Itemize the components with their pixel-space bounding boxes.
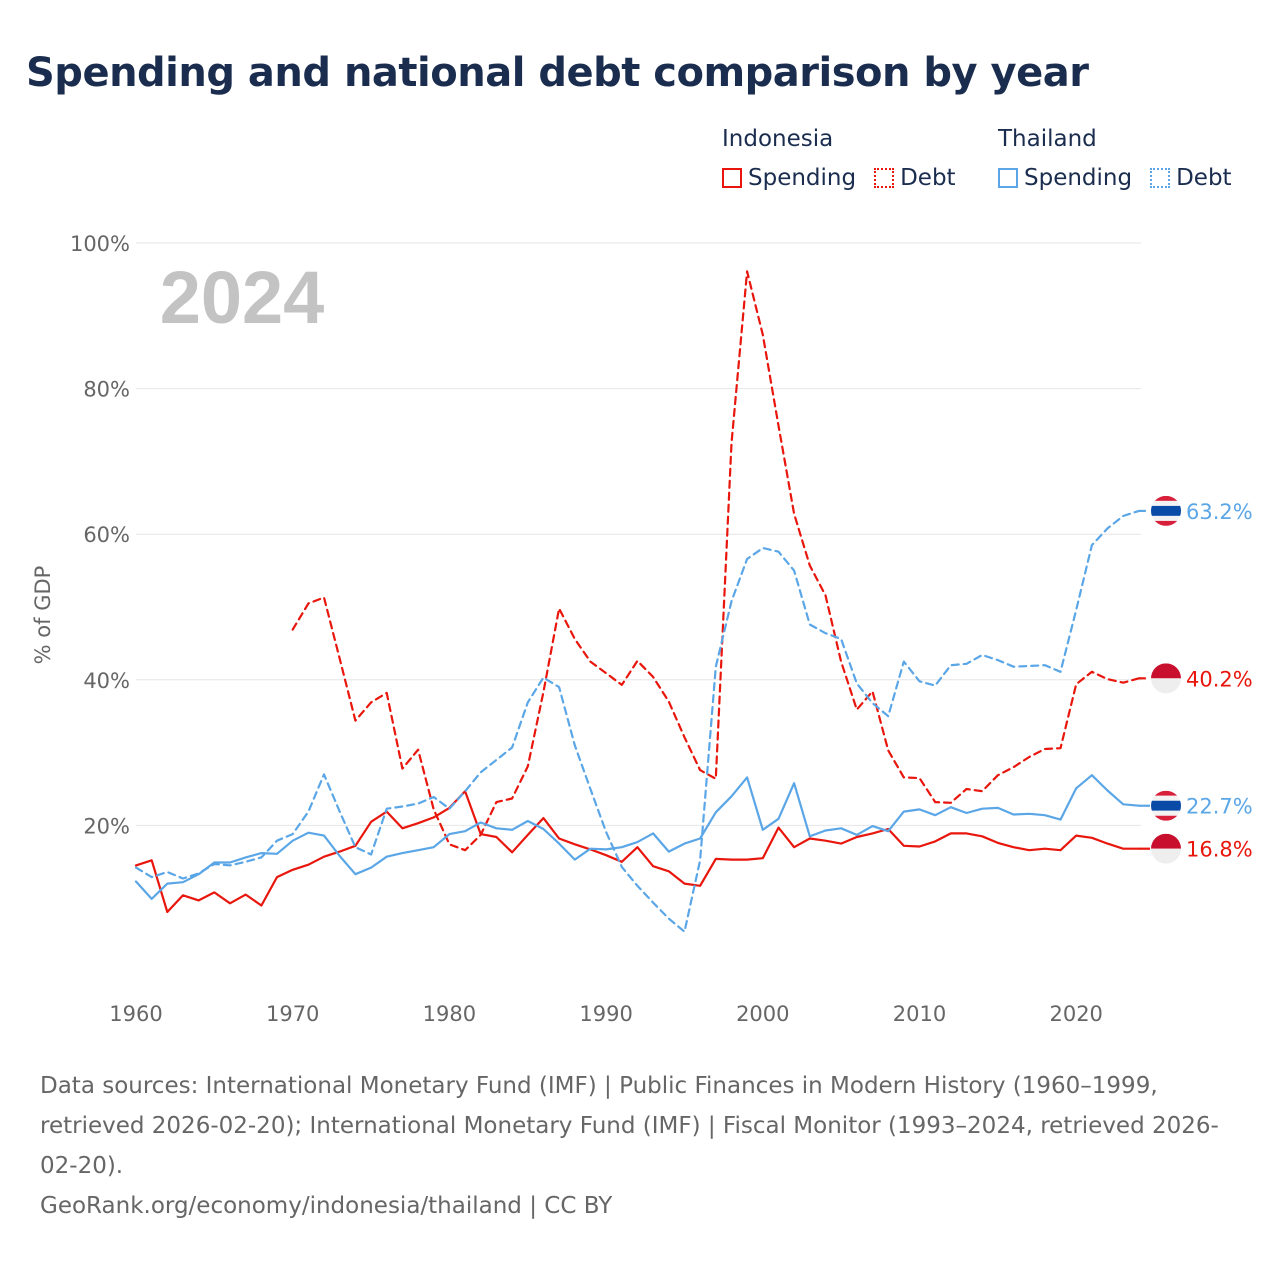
y-tick-label: 80%: [83, 378, 130, 402]
indonesia-flag-icon: [1151, 833, 1181, 864]
attribution-link[interactable]: GeoRank.org/economy/indonesia/thailand |…: [40, 1193, 613, 1219]
end-markers: 16.8% 40.2% 22.7% 63.2%: [1151, 495, 1253, 864]
legend-group-thailand: Thailand Spending Debt: [998, 122, 1250, 191]
end-value-label: 16.8%: [1186, 838, 1253, 862]
y-tick-label: 20%: [83, 814, 130, 838]
series-lines: [134, 270, 1150, 933]
legend-label: Spending: [748, 165, 857, 191]
series-line-indonesia-debt[interactable]: [291, 270, 1141, 852]
legend-label: Debt: [1176, 165, 1232, 191]
thailand-flag-icon: [1151, 495, 1181, 526]
year-watermark: 2024: [160, 256, 325, 339]
thailand-flag-icon: [1151, 790, 1181, 821]
x-axis-ticks: 1960 1970 1980 1990 2000 2010 2020: [109, 1002, 1103, 1026]
series-line-thailand-debt[interactable]: [134, 509, 1141, 933]
end-value-label: 22.7%: [1186, 795, 1253, 819]
solid-line-swatch-icon: [998, 168, 1018, 188]
x-tick-label: 2000: [736, 1002, 789, 1026]
y-tick-label: 40%: [83, 669, 130, 693]
x-tick-label: 2020: [1049, 1002, 1102, 1026]
legend-item-thailand-debt[interactable]: Debt: [1150, 165, 1232, 191]
y-axis-label: % of GDP: [31, 566, 55, 665]
dotted-line-swatch-icon: [874, 168, 895, 188]
legend-item-thailand-spending[interactable]: Spending: [998, 165, 1132, 191]
legend-item-indonesia-spending[interactable]: Spending: [722, 165, 856, 191]
legend-item-indonesia-debt[interactable]: Debt: [874, 165, 956, 191]
legend-label: Debt: [900, 165, 956, 191]
indonesia-flag-icon: [1151, 663, 1181, 694]
solid-line-swatch-icon: [722, 168, 742, 188]
end-value-label: 63.2%: [1186, 500, 1253, 524]
x-tick-label: 1960: [109, 1002, 162, 1026]
y-tick-label: 60%: [83, 523, 130, 547]
footer: Data sources: International Monetary Fun…: [40, 1066, 1240, 1226]
end-value-label: 40.2%: [1186, 667, 1253, 691]
gridlines: [136, 242, 1141, 826]
y-axis-ticks: 20% 40% 60% 80% 100%: [70, 232, 130, 838]
legend-country-indonesia: Indonesia: [722, 126, 834, 152]
legend-country-thailand: Thailand: [998, 126, 1097, 152]
data-sources: Data sources: International Monetary Fun…: [40, 1073, 1219, 1179]
legend-label: Spending: [1024, 165, 1133, 191]
x-tick-label: 1970: [266, 1002, 319, 1026]
series-line-thailand-spending[interactable]: [134, 774, 1141, 901]
x-tick-label: 1980: [423, 1002, 476, 1026]
x-tick-label: 2010: [893, 1002, 946, 1026]
line-chart: 2024 % of GDP 20%40%60%80%100% 1960 1970 1…: [31, 232, 1253, 1026]
legend-group-indonesia: Indonesia Spending Debt: [722, 122, 974, 191]
y-tick-label: 100%: [70, 232, 130, 256]
chart-title: Spending and national debt comparison by…: [26, 50, 1089, 96]
x-tick-label: 1990: [579, 1002, 632, 1026]
series-line-indonesia-spending[interactable]: [134, 790, 1141, 914]
dotted-line-swatch-icon: [1150, 168, 1171, 188]
